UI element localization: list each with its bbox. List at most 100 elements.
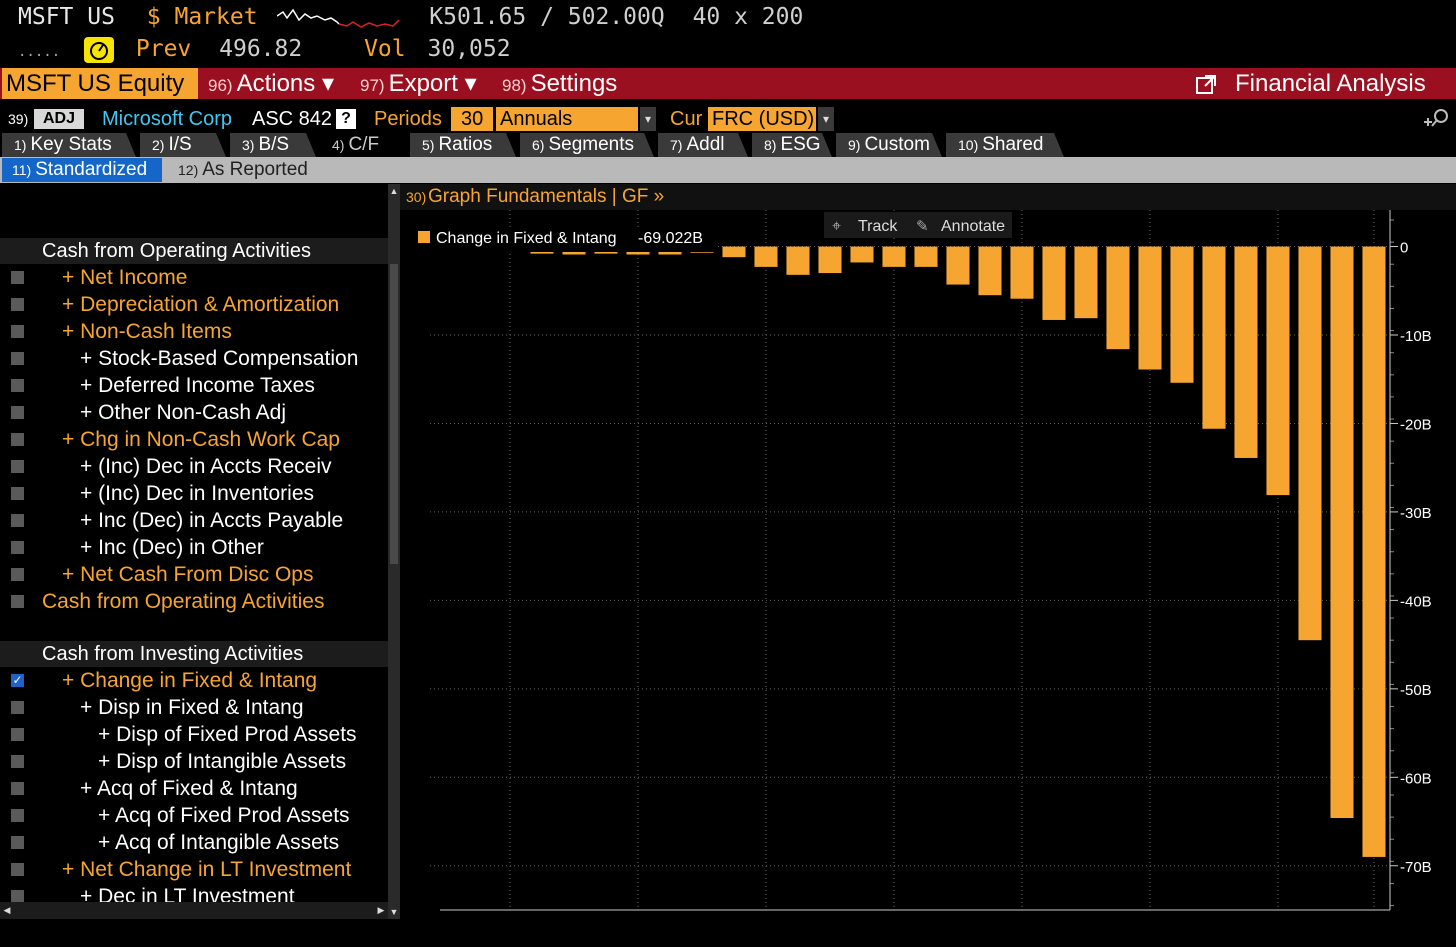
actions-menu[interactable]: 96) Actions ▾ (208, 70, 334, 97)
checkbox[interactable] (11, 433, 24, 446)
subtab-standardized[interactable]: 11) Standardized (2, 158, 162, 182)
tab-balance-sheet[interactable]: 3) B/S (230, 133, 316, 157)
bar[interactable] (946, 246, 970, 285)
bar[interactable] (1330, 246, 1354, 818)
bar[interactable] (1138, 246, 1162, 370)
gauge-icon[interactable] (84, 36, 115, 63)
checkbox[interactable] (11, 352, 24, 365)
tree-row[interactable]: ✓ + Change in Fixed & Intang (0, 667, 388, 694)
scroll-left-icon[interactable]: ◀ (3, 905, 11, 915)
checkbox[interactable] (11, 514, 24, 527)
scroll-right-icon[interactable]: ▶ (377, 905, 385, 915)
scroll-thumb[interactable] (390, 264, 398, 564)
tab-custom[interactable]: 9) Custom (836, 133, 942, 157)
period-type-dropdown-icon[interactable]: ▾ (640, 107, 656, 131)
tree-row[interactable]: + Disp of Fixed Prod Assets (0, 721, 388, 748)
checkbox[interactable] (11, 271, 24, 284)
checkbox[interactable] (11, 890, 24, 903)
bar[interactable] (1042, 246, 1066, 320)
bar[interactable] (914, 246, 938, 267)
tree-row[interactable]: + Other Non-Cash Adj (0, 399, 388, 426)
bar[interactable] (754, 246, 778, 267)
bar[interactable] (1234, 246, 1258, 458)
bar[interactable] (1298, 246, 1322, 641)
tab-key-stats[interactable]: 1) Key Stats (2, 133, 136, 157)
bar[interactable] (1074, 246, 1098, 319)
checkbox[interactable] (11, 836, 24, 849)
tree-row[interactable]: + Net Change in LT Investment (0, 856, 388, 883)
tree-row[interactable]: + (Inc) Dec in Inventories (0, 480, 388, 507)
pencil-icon[interactable]: ✎ (916, 217, 929, 235)
period-type-select[interactable]: Annuals (496, 107, 638, 131)
checkbox[interactable] (11, 701, 24, 714)
tree-row[interactable]: + Disp of Intangible Assets (0, 748, 388, 775)
panel-scrollbar[interactable]: ▲ ▼ (388, 184, 400, 919)
tree-row[interactable]: Cash from Operating Activities (0, 588, 388, 615)
tree-row[interactable]: + Deferred Income Taxes (0, 372, 388, 399)
zoom-add-icon[interactable] (1422, 106, 1452, 138)
checkbox[interactable] (11, 782, 24, 795)
tree-row[interactable]: + Acq of Fixed Prod Assets (0, 802, 388, 829)
graph-fundamentals-bar[interactable]: 30) Graph Fundamentals | GF » (400, 184, 1456, 210)
checkbox[interactable] (11, 541, 24, 554)
checkbox[interactable] (11, 487, 24, 500)
bar[interactable] (786, 246, 810, 275)
bar[interactable] (1362, 246, 1386, 857)
export-menu[interactable]: 97) Export ▾ (360, 70, 477, 97)
checkbox[interactable] (11, 406, 24, 419)
checkbox[interactable] (11, 460, 24, 473)
scroll-down-icon[interactable]: ▼ (389, 907, 399, 917)
launch-window-icon[interactable] (1194, 68, 1218, 99)
crosshair-icon[interactable]: ⌖ (832, 216, 841, 235)
tab-esg[interactable]: 8) ESG (752, 133, 832, 157)
tree-row[interactable]: + Acq of Intangible Assets (0, 829, 388, 856)
checkbox[interactable] (11, 728, 24, 741)
tree-row[interactable]: + Non-Cash Items (0, 318, 388, 345)
bar-chart[interactable]: 0-10B-20B-30B-40B-50B-60B-70B FY 1998FY … (400, 210, 1456, 919)
bar[interactable] (722, 246, 746, 258)
tree-row[interactable]: + (Inc) Dec in Accts Receiv (0, 453, 388, 480)
tree-row[interactable]: + Inc (Dec) in Other (0, 534, 388, 561)
tree-row[interactable]: + Net Income (0, 264, 388, 291)
track-button[interactable]: Track (858, 218, 898, 235)
checkbox[interactable] (11, 298, 24, 311)
ticker[interactable]: MSFT US (18, 4, 115, 30)
checkbox[interactable] (11, 863, 24, 876)
checkbox-checked[interactable]: ✓ (11, 673, 24, 687)
tab-cash-flow[interactable]: 4) C/F (320, 133, 406, 157)
checkbox[interactable] (11, 595, 24, 608)
subtab-as-reported[interactable]: 12) As Reported (178, 159, 308, 180)
tab-addl[interactable]: 7) Addl (658, 133, 748, 157)
tree-row[interactable]: + Inc (Dec) in Accts Payable (0, 507, 388, 534)
bar[interactable] (1202, 246, 1226, 429)
bar[interactable] (850, 246, 874, 263)
security-field[interactable]: MSFT US Equity (2, 68, 198, 99)
bar[interactable] (978, 246, 1002, 296)
bar[interactable] (1266, 246, 1290, 496)
annotate-button[interactable]: Annotate (941, 218, 1005, 235)
bar[interactable] (1010, 246, 1034, 299)
adj-button[interactable]: ADJ (34, 109, 84, 129)
currency-dropdown-icon[interactable]: ▾ (818, 107, 834, 131)
tree-row[interactable]: + Disp in Fixed & Intang (0, 694, 388, 721)
checkbox[interactable] (11, 379, 24, 392)
tab-segments[interactable]: 6) Segments (520, 133, 654, 157)
settings-menu[interactable]: 98) Settings (502, 70, 618, 97)
checkbox[interactable] (11, 809, 24, 822)
checkbox[interactable] (11, 568, 24, 581)
tree-row[interactable]: + Depreciation & Amortization (0, 291, 388, 318)
checkbox[interactable] (11, 755, 24, 768)
bar[interactable] (1106, 246, 1130, 350)
bar[interactable] (818, 246, 842, 274)
tab-income-statement[interactable]: 2) I/S (140, 133, 226, 157)
help-icon[interactable]: ? (336, 109, 356, 129)
periods-input[interactable]: 30 (451, 107, 493, 131)
tree-row[interactable]: + Chg in Non-Cash Work Cap (0, 426, 388, 453)
tab-shared[interactable]: 10) Shared (946, 133, 1064, 157)
bar[interactable] (1170, 246, 1194, 383)
tree-row[interactable]: + Net Cash From Disc Ops (0, 561, 388, 588)
scroll-up-icon[interactable]: ▲ (389, 186, 399, 196)
tree-row[interactable]: + Stock-Based Compensation (0, 345, 388, 372)
checkbox[interactable] (11, 325, 24, 338)
tree-row[interactable]: + Acq of Fixed & Intang (0, 775, 388, 802)
